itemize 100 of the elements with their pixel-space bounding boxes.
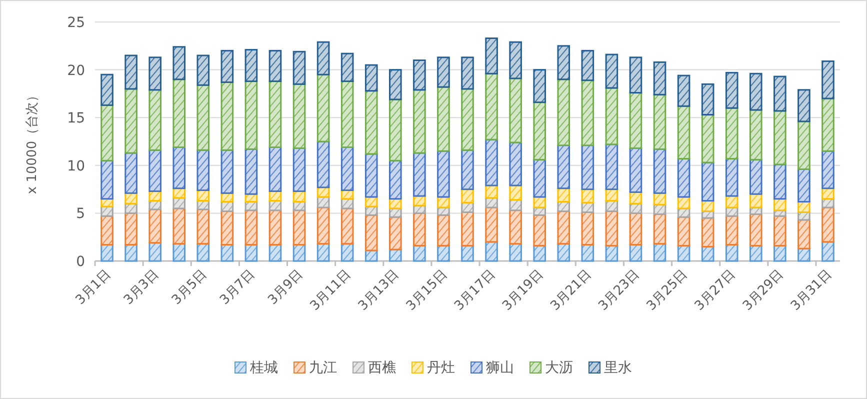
bar bbox=[316, 74, 330, 142]
bar bbox=[725, 244, 738, 262]
bar bbox=[461, 56, 474, 90]
bar bbox=[316, 41, 330, 76]
x-tick-label: 3月7日 bbox=[217, 267, 258, 308]
bar bbox=[509, 210, 522, 245]
bar bbox=[581, 144, 594, 190]
bar bbox=[100, 215, 114, 246]
bar bbox=[364, 250, 378, 262]
bar bbox=[220, 149, 234, 194]
bar bbox=[292, 147, 306, 192]
bar bbox=[798, 120, 810, 170]
bar bbox=[509, 142, 522, 186]
bar bbox=[389, 208, 402, 218]
bar bbox=[509, 184, 522, 201]
legend-label: 大沥 bbox=[545, 360, 573, 376]
bar bbox=[148, 149, 162, 192]
y-tick-label: 0 bbox=[76, 254, 85, 270]
bar bbox=[798, 168, 810, 202]
bar bbox=[581, 211, 594, 246]
bar bbox=[148, 89, 162, 151]
bar bbox=[557, 188, 570, 202]
bar bbox=[822, 206, 834, 243]
bar bbox=[605, 244, 618, 262]
bar bbox=[196, 190, 210, 202]
bar bbox=[653, 94, 666, 150]
bar bbox=[148, 56, 162, 91]
bar bbox=[701, 114, 714, 164]
bar bbox=[196, 54, 210, 86]
bar bbox=[100, 160, 114, 200]
bar bbox=[557, 210, 570, 245]
bar bbox=[629, 92, 642, 149]
bar bbox=[292, 50, 306, 85]
y-tick-label: 20 bbox=[67, 62, 85, 79]
x-tick-label: 3月9日 bbox=[265, 267, 306, 308]
x-tick-label: 3月19日 bbox=[500, 267, 546, 314]
bar bbox=[461, 88, 474, 151]
bar bbox=[485, 138, 498, 186]
bar bbox=[364, 214, 378, 252]
bar bbox=[389, 160, 402, 200]
bar bbox=[798, 248, 810, 262]
bar bbox=[437, 56, 450, 88]
bar bbox=[268, 210, 282, 246]
bar bbox=[677, 158, 690, 198]
bar bbox=[605, 144, 618, 190]
x-tick-label: 3月3日 bbox=[121, 267, 162, 308]
bar bbox=[725, 215, 738, 246]
bar bbox=[533, 214, 546, 246]
bar bbox=[533, 102, 546, 160]
bar bbox=[653, 61, 666, 96]
bar bbox=[220, 81, 234, 151]
bar bbox=[749, 109, 762, 160]
bar bbox=[172, 146, 186, 190]
bar bbox=[822, 98, 834, 152]
bar bbox=[244, 244, 258, 262]
bar bbox=[509, 41, 522, 80]
bar bbox=[437, 86, 450, 152]
bar bbox=[581, 244, 594, 262]
bar bbox=[701, 83, 714, 116]
x-tick-label: 3月21日 bbox=[548, 267, 594, 314]
bar bbox=[798, 219, 810, 250]
bar bbox=[340, 146, 354, 192]
bar bbox=[148, 208, 162, 244]
bar bbox=[533, 244, 546, 262]
x-tick-label: 3月1日 bbox=[73, 267, 114, 308]
bar bbox=[509, 78, 522, 144]
legend-label: 西樵 bbox=[368, 360, 396, 376]
bar bbox=[437, 206, 450, 216]
bar bbox=[749, 158, 762, 195]
bar bbox=[533, 158, 546, 198]
bar bbox=[100, 198, 114, 208]
bar bbox=[364, 196, 378, 208]
bar bbox=[437, 196, 450, 208]
x-tick-label: 3月25日 bbox=[644, 267, 691, 314]
bar bbox=[725, 206, 738, 217]
y-tick-label: 5 bbox=[76, 206, 85, 222]
bar bbox=[485, 184, 498, 199]
bar bbox=[749, 213, 762, 246]
bar bbox=[533, 69, 546, 104]
bar bbox=[268, 50, 282, 82]
bar bbox=[364, 153, 378, 198]
legend-label: 丹灶 bbox=[427, 360, 455, 376]
bar bbox=[629, 56, 642, 94]
bar bbox=[509, 243, 522, 262]
bar bbox=[148, 242, 162, 262]
bar bbox=[100, 74, 114, 106]
bar bbox=[100, 244, 114, 262]
bar bbox=[268, 146, 282, 192]
bar bbox=[485, 38, 498, 74]
bar bbox=[124, 152, 138, 194]
bar bbox=[701, 246, 714, 262]
legend-label: 九江 bbox=[309, 360, 337, 376]
bar bbox=[172, 243, 186, 262]
x-tick-label: 3月23日 bbox=[596, 267, 643, 314]
bar bbox=[364, 64, 378, 92]
bar bbox=[244, 148, 258, 195]
bar bbox=[389, 98, 402, 162]
bar bbox=[509, 199, 522, 212]
bar bbox=[196, 208, 210, 245]
y-axis-title: x 10000（台次） bbox=[25, 88, 40, 194]
